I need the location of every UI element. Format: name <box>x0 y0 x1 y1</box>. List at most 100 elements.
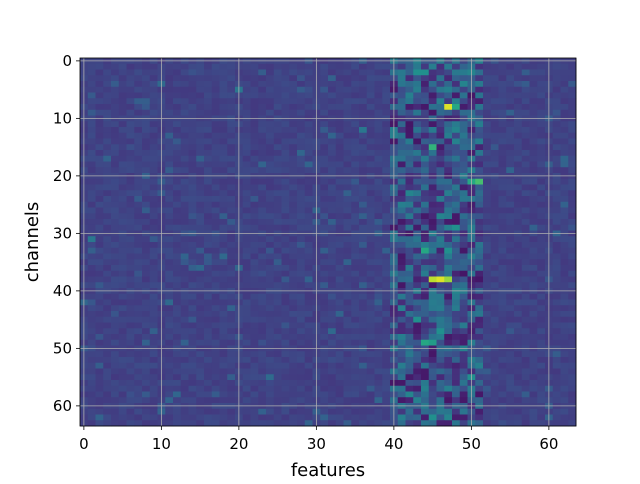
heatmap-cell <box>521 397 530 404</box>
heatmap-cell <box>529 144 538 151</box>
heatmap-cell <box>289 328 298 335</box>
heatmap-cell <box>498 201 507 208</box>
heatmap-cell <box>250 207 259 214</box>
heatmap-cell <box>165 305 174 312</box>
heatmap-cell <box>111 362 120 369</box>
heatmap-cell <box>211 357 220 364</box>
heatmap-cell <box>366 397 375 404</box>
heatmap-cell <box>328 167 337 174</box>
heatmap-cell <box>459 414 468 421</box>
heatmap-cell <box>126 190 135 197</box>
heatmap-cell <box>165 63 174 70</box>
heatmap-cell <box>173 374 182 381</box>
heatmap-cell <box>568 270 577 277</box>
heatmap-cell <box>297 368 306 375</box>
heatmap-cell <box>436 81 445 88</box>
heatmap-cell <box>258 190 267 197</box>
heatmap-cell <box>304 196 313 203</box>
heatmap-cell <box>521 362 530 369</box>
heatmap-cell <box>405 219 414 226</box>
heatmap-cell <box>320 132 329 139</box>
heatmap-cell <box>452 92 461 99</box>
heatmap-cell <box>405 213 414 220</box>
heatmap-cell <box>351 92 360 99</box>
heatmap-cell <box>242 253 251 260</box>
heatmap-cell <box>514 69 523 76</box>
heatmap-cell <box>529 81 538 88</box>
heatmap-cell <box>405 138 414 145</box>
heatmap-cell <box>266 138 275 145</box>
heatmap-cell <box>335 276 344 283</box>
heatmap-cell <box>297 362 306 369</box>
heatmap-cell <box>459 138 468 145</box>
heatmap-cell <box>552 414 561 421</box>
heatmap-cell <box>374 276 383 283</box>
heatmap-cell <box>142 334 151 341</box>
heatmap-cell <box>560 69 569 76</box>
heatmap-cell <box>95 207 104 214</box>
heatmap-cell <box>537 224 546 231</box>
heatmap-cell <box>529 420 538 427</box>
heatmap-cell <box>483 196 492 203</box>
heatmap-cell <box>250 247 259 254</box>
heatmap-cell <box>266 408 275 415</box>
heatmap-cell <box>87 150 96 157</box>
heatmap-cell <box>126 155 135 162</box>
heatmap-cell <box>498 121 507 128</box>
heatmap-cell <box>149 328 158 335</box>
heatmap-cell <box>87 362 96 369</box>
heatmap-cell <box>421 219 430 226</box>
heatmap-cell <box>273 178 282 185</box>
heatmap-cell <box>529 201 538 208</box>
heatmap-cell <box>320 167 329 174</box>
heatmap-cell <box>273 305 282 312</box>
heatmap-cell <box>366 339 375 346</box>
heatmap-cell <box>126 374 135 381</box>
heatmap-cell <box>335 81 344 88</box>
heatmap-cell <box>382 242 391 249</box>
heatmap-cell <box>428 75 437 82</box>
heatmap-cell <box>490 92 499 99</box>
heatmap-cell <box>289 236 298 243</box>
heatmap-cell <box>475 265 484 272</box>
heatmap-cell <box>196 161 205 168</box>
heatmap-cell <box>413 190 422 197</box>
heatmap-cell <box>196 196 205 203</box>
heatmap-cell <box>118 155 127 162</box>
heatmap-cell <box>103 132 112 139</box>
heatmap-cell <box>529 276 538 283</box>
heatmap-cell <box>188 190 197 197</box>
heatmap-cell <box>111 242 120 249</box>
heatmap-cell <box>297 150 306 157</box>
heatmap-cell <box>149 81 158 88</box>
heatmap-cell <box>211 98 220 105</box>
heatmap-cell <box>297 397 306 404</box>
heatmap-cell <box>273 293 282 300</box>
heatmap-cell <box>444 196 453 203</box>
heatmap-cell <box>111 380 120 387</box>
heatmap-cell <box>343 311 352 318</box>
heatmap-cell <box>335 368 344 375</box>
heatmap-cell <box>180 282 189 289</box>
heatmap-cell <box>227 305 236 312</box>
heatmap-cell <box>374 351 383 358</box>
heatmap-cell <box>444 138 453 145</box>
heatmap-cell <box>196 109 205 116</box>
heatmap-cell <box>506 121 515 128</box>
heatmap-cell <box>111 374 120 381</box>
heatmap-cell <box>459 276 468 283</box>
heatmap-cell <box>498 305 507 312</box>
heatmap-cell <box>258 339 267 346</box>
heatmap-cell <box>320 247 329 254</box>
heatmap-cell <box>366 270 375 277</box>
heatmap-cell <box>335 75 344 82</box>
heatmap-cell <box>421 98 430 105</box>
heatmap-cell <box>436 150 445 157</box>
heatmap-cell <box>111 276 120 283</box>
heatmap-cell <box>529 98 538 105</box>
heatmap-cell <box>413 161 422 168</box>
heatmap-cell <box>273 253 282 260</box>
heatmap-cell <box>366 75 375 82</box>
heatmap-cell <box>413 380 422 387</box>
heatmap-cell <box>498 224 507 231</box>
